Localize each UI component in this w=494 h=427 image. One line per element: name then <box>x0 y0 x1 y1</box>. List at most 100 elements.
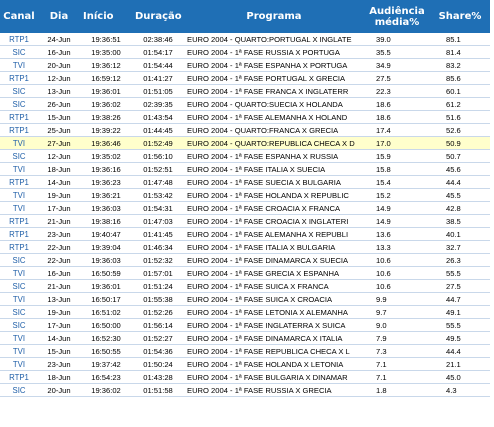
audiencia-cell: 13.6 <box>364 227 430 241</box>
share-cell: 60.1 <box>430 84 490 98</box>
audiencia-cell: 15.8 <box>364 162 430 176</box>
dia-cell: 24-Jun <box>38 33 80 46</box>
table-row[interactable]: SIC 20-Jun 19:36:02 01:51:58 EURO 2004 - 1ª … <box>0 383 490 397</box>
header-duracao[interactable]: Duração <box>132 0 184 33</box>
header-audiencia[interactable]: Audiência média% <box>364 0 430 33</box>
programa-cell: EURO 2004 - 1ª FASE LETONIA X ALEMANHA <box>184 305 364 319</box>
table-row[interactable]: TVI 17-Jun 19:36:03 01:54:31 EURO 2004 - 1ª … <box>0 201 490 215</box>
table-row[interactable]: RTP1 24-Jun 19:36:51 02:38:46 EURO 2004 - QU… <box>0 33 490 46</box>
table-row[interactable]: SIC 21-Jun 19:36:01 01:51:24 EURO 2004 - 1ª … <box>0 279 490 293</box>
programa-cell: EURO 2004 - 1ª FASE HOLANDA X REPUBLIC <box>184 188 364 202</box>
duracao-cell: 01:52:26 <box>132 305 184 319</box>
dia-cell: 12-Jun <box>38 71 80 85</box>
programa-cell: EURO 2004 - QUARTO:REPUBLICA CHECA X D <box>184 136 364 150</box>
share-cell: 44.4 <box>430 175 490 189</box>
table-row[interactable]: RTP1 12-Jun 16:59:12 01:41:27 EURO 2004 - 1ª… <box>0 71 490 85</box>
duracao-cell: 01:51:58 <box>132 383 184 397</box>
audiencia-cell: 15.2 <box>364 188 430 202</box>
programa-cell: EURO 2004 - 1ª FASE SUICA X CROACIA <box>184 292 364 306</box>
canal-cell: RTP1 <box>0 227 38 241</box>
programa-cell: EURO 2004 - 1ª FASE ESPANHA X RUSSIA <box>184 149 364 163</box>
header-inicio[interactable]: Início <box>80 0 132 33</box>
canal-cell: TVI <box>0 58 38 72</box>
table-row[interactable]: TVI 15-Jun 16:50:55 01:54:36 EURO 2004 - 1ª … <box>0 344 490 358</box>
duracao-cell: 01:55:38 <box>132 292 184 306</box>
header-share[interactable]: Share% <box>430 0 490 33</box>
table-row[interactable]: TVI 13-Jun 16:50:17 01:55:38 EURO 2004 - 1ª … <box>0 292 490 306</box>
programa-cell: EURO 2004 - 1ª FASE SUECIA X BULGARIA <box>184 175 364 189</box>
header-dia[interactable]: Dia <box>38 0 80 33</box>
audiencia-cell: 10.6 <box>364 279 430 293</box>
table-row[interactable]: TVI 23-Jun 19:37:42 01:50:24 EURO 2004 - 1ª … <box>0 357 490 371</box>
header-programa[interactable]: Programa <box>184 0 364 33</box>
duracao-cell: 01:56:10 <box>132 149 184 163</box>
dia-cell: 13-Jun <box>38 292 80 306</box>
table-row[interactable]: TVI 14-Jun 16:52:30 01:52:27 EURO 2004 - 1ª … <box>0 331 490 345</box>
programa-cell: EURO 2004 - QUARTO:FRANCA X GRECIA <box>184 123 364 137</box>
inicio-cell: 19:40:47 <box>80 227 132 241</box>
canal-cell: SIC <box>0 305 38 319</box>
audiencia-cell: 7.1 <box>364 370 430 384</box>
table-row[interactable]: RTP1 21-Jun 19:38:16 01:47:03 EURO 2004 - 1ª… <box>0 214 490 228</box>
table-row[interactable]: TVI 20-Jun 19:36:12 01:54:44 EURO 2004 - 1ª … <box>0 58 490 72</box>
audiencia-cell: 9.0 <box>364 318 430 332</box>
programa-cell: EURO 2004 - 1ª FASE RUSSIA X PORTUGA <box>184 45 364 59</box>
programa-cell: EURO 2004 - 1ª FASE HOLANDA X LETONIA <box>184 357 364 371</box>
table-row[interactable]: TVI 27-Jun 19:36:46 01:52:49 EURO 2004 - QUA… <box>0 136 490 150</box>
canal-cell: TVI <box>0 136 38 150</box>
inicio-cell: 19:36:02 <box>80 383 132 397</box>
table-row[interactable]: TVI 19-Jun 19:36:21 01:53:42 EURO 2004 - 1ª … <box>0 188 490 202</box>
table-row[interactable]: RTP1 23-Jun 19:40:47 01:41:45 EURO 2004 - 1ª… <box>0 227 490 241</box>
table-row[interactable]: SIC 17-Jun 16:50:00 01:56:14 EURO 2004 - 1ª … <box>0 318 490 332</box>
canal-cell: SIC <box>0 318 38 332</box>
table-row[interactable]: SIC 19-Jun 16:51:02 01:52:26 EURO 2004 - 1ª … <box>0 305 490 319</box>
canal-cell: TVI <box>0 357 38 371</box>
audiencia-cell: 15.9 <box>364 149 430 163</box>
canal-cell: TVI <box>0 331 38 345</box>
canal-cell: SIC <box>0 279 38 293</box>
share-cell: 44.4 <box>430 344 490 358</box>
table-row[interactable]: SIC 26-Jun 19:36:02 02:39:35 EURO 2004 - QUA… <box>0 97 490 111</box>
dia-cell: 16-Jun <box>38 266 80 280</box>
canal-cell: SIC <box>0 84 38 98</box>
duracao-cell: 01:47:48 <box>132 175 184 189</box>
table-row[interactable]: RTP1 15-Jun 19:38:26 01:43:54 EURO 2004 - 1ª… <box>0 110 490 124</box>
table-row[interactable]: TVI 18-Jun 19:36:16 01:52:51 EURO 2004 - 1ª … <box>0 162 490 176</box>
share-cell: 21.1 <box>430 357 490 371</box>
inicio-cell: 16:54:23 <box>80 370 132 384</box>
table-row[interactable]: RTP1 22-Jun 19:39:04 01:46:34 EURO 2004 - 1ª… <box>0 240 490 254</box>
canal-cell: TVI <box>0 201 38 215</box>
programa-cell: EURO 2004 - 1ª FASE INGLATERRA X SUICA <box>184 318 364 332</box>
inicio-cell: 19:39:22 <box>80 123 132 137</box>
duracao-cell: 01:52:32 <box>132 253 184 267</box>
table-row[interactable]: RTP1 18-Jun 16:54:23 01:43:28 EURO 2004 - 1ª… <box>0 370 490 384</box>
header-canal[interactable]: Canal <box>0 0 38 33</box>
duracao-cell: 01:43:28 <box>132 370 184 384</box>
audiencia-cell: 18.6 <box>364 97 430 111</box>
audiencia-cell: 35.5 <box>364 45 430 59</box>
table-row[interactable]: TVI 16-Jun 16:50:59 01:57:01 EURO 2004 - 1ª … <box>0 266 490 280</box>
canal-cell: RTP1 <box>0 123 38 137</box>
table-row[interactable]: RTP1 25-Jun 19:39:22 01:44:45 EURO 2004 - QU… <box>0 123 490 137</box>
share-cell: 81.4 <box>430 45 490 59</box>
inicio-cell: 19:36:12 <box>80 58 132 72</box>
duracao-cell: 01:52:51 <box>132 162 184 176</box>
dia-cell: 16-Jun <box>38 45 80 59</box>
audiencia-cell: 9.7 <box>364 305 430 319</box>
share-cell: 52.6 <box>430 123 490 137</box>
table-row[interactable]: SIC 12-Jun 19:35:02 01:56:10 EURO 2004 - 1ª … <box>0 149 490 163</box>
share-cell: 51.6 <box>430 110 490 124</box>
audiencia-cell: 7.9 <box>364 331 430 345</box>
audiencia-cell: 27.5 <box>364 71 430 85</box>
inicio-cell: 16:50:55 <box>80 344 132 358</box>
canal-cell: SIC <box>0 383 38 397</box>
duracao-cell: 01:54:36 <box>132 344 184 358</box>
programa-cell: EURO 2004 - 1ª FASE DINAMARCA X SUECIA <box>184 253 364 267</box>
dia-cell: 20-Jun <box>38 58 80 72</box>
table-row[interactable]: RTP1 14-Jun 19:36:23 01:47:48 EURO 2004 - 1ª… <box>0 175 490 189</box>
table-row[interactable]: SIC 13-Jun 19:36:01 01:51:05 EURO 2004 - 1ª … <box>0 84 490 98</box>
table-row[interactable]: SIC 16-Jun 19:35:00 01:54:17 EURO 2004 - 1ª … <box>0 45 490 59</box>
table-row[interactable]: SIC 22-Jun 19:36:03 01:52:32 EURO 2004 - 1ª … <box>0 253 490 267</box>
inicio-cell: 19:36:21 <box>80 188 132 202</box>
audiencia-cell: 7.1 <box>364 357 430 371</box>
